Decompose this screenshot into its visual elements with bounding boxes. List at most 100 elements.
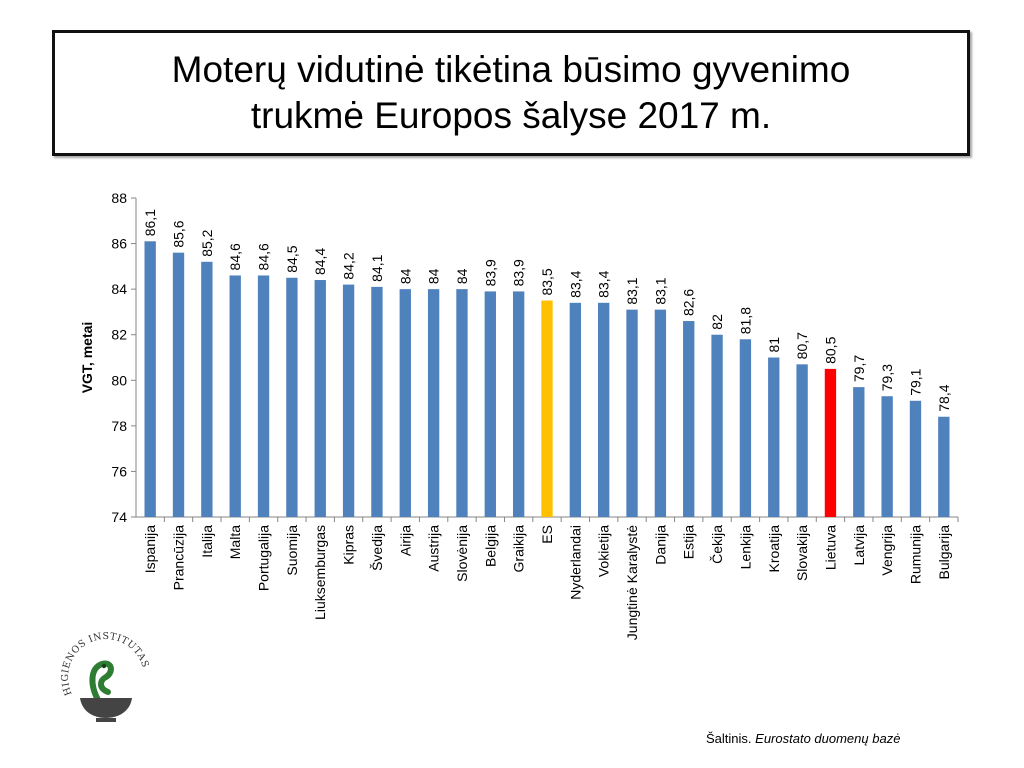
value-label: 84,4 [312, 248, 328, 275]
source-text: Eurostato duomenų bazė [755, 731, 901, 746]
category-label: Slovakija [794, 525, 810, 581]
bar-Jungtinė Karalystė [626, 309, 638, 517]
title-box: Moterų vidutinė tikėtina būsimo gyvenimo… [52, 30, 970, 156]
y-tick-label: 86 [111, 236, 127, 252]
y-tick-label: 82 [111, 327, 127, 343]
bar-Rumunija [909, 400, 922, 517]
value-label: 83,4 [596, 270, 612, 297]
category-label: Čekija [709, 525, 725, 564]
category-label: Bulgarija [936, 525, 952, 580]
value-label: 84,6 [227, 243, 243, 270]
value-label: 85,6 [171, 220, 187, 247]
value-label: 84,6 [256, 243, 272, 270]
category-label: Italija [199, 525, 215, 558]
bar-Portugalija [257, 275, 270, 517]
bar-Italija [201, 261, 213, 517]
bar-Lenkija [739, 339, 752, 517]
bar-Liuksemburgas [314, 280, 326, 517]
value-label: 81 [766, 337, 782, 353]
category-label: ES [539, 525, 555, 544]
value-label: 84,1 [369, 254, 385, 281]
category-label: Jungtinė Karalystė [624, 525, 640, 640]
category-label: Slovėnija [454, 525, 470, 582]
category-label: Liuksemburgas [312, 525, 328, 620]
title-line-1: Moterų vidutinė tikėtina būsimo gyvenimo [171, 49, 851, 90]
category-label: Vokietija [596, 525, 612, 577]
category-label: Rumunija [907, 525, 923, 584]
category-label: Vengrija [879, 525, 895, 576]
category-label: Švedija [369, 525, 385, 571]
value-label: 79,1 [907, 368, 923, 395]
category-label: Suomija [284, 525, 300, 576]
value-label: 83,9 [482, 259, 498, 286]
y-tick-label: 78 [111, 418, 127, 434]
value-label: 80,5 [822, 336, 838, 363]
value-label: 83,5 [539, 268, 555, 295]
bar-Belgija [484, 291, 496, 517]
category-label: Belgija [482, 525, 498, 567]
category-label: Prancūzija [171, 525, 187, 591]
value-label: 84 [397, 268, 413, 284]
value-label: 83,9 [511, 259, 527, 286]
category-label: Estija [681, 525, 697, 559]
bar-Kipras [342, 284, 355, 517]
value-label: 79,7 [851, 355, 867, 382]
bar-Vengrija [881, 396, 893, 517]
value-label: 79,3 [879, 364, 895, 391]
category-label: Malta [227, 525, 243, 559]
bar-Prancūzija [172, 252, 185, 517]
category-label: Kroatija [766, 525, 782, 573]
value-label: 84 [426, 268, 442, 284]
value-label: 83,4 [567, 270, 583, 297]
y-tick-label: 80 [111, 372, 127, 388]
bar-Danija [654, 309, 667, 517]
bar-Latvija [853, 387, 865, 517]
bar-Austrija [427, 289, 440, 517]
bar-Airija [399, 289, 411, 517]
bar-Slovėnija [456, 289, 468, 517]
bar-Vokietija [598, 302, 610, 517]
bar-Čekija [711, 334, 723, 517]
bar-Bulgarija [938, 416, 950, 517]
logo-snake-icon [89, 660, 114, 703]
category-label: Airija [397, 525, 413, 556]
category-label: Danija [652, 525, 668, 565]
y-tick-label: 74 [111, 509, 127, 525]
bar-Nyderlandai [569, 302, 582, 517]
value-label: 84,5 [284, 245, 300, 272]
category-label: Graikija [511, 525, 527, 573]
bar-Suomija [286, 277, 298, 517]
category-label: Latvija [851, 525, 867, 566]
bar-Lietuva [824, 368, 837, 517]
value-label: 84,2 [341, 252, 357, 279]
value-label: 83,1 [624, 277, 640, 304]
category-label: Kipras [341, 525, 357, 565]
value-label: 84 [454, 268, 470, 284]
category-label: Lietuva [822, 525, 838, 570]
logo-eye-icon [101, 663, 107, 669]
value-label: 82 [709, 314, 725, 330]
bar-Švedija [371, 286, 383, 517]
y-axis-title: VGT, metai [79, 322, 95, 394]
y-tick-label: 84 [111, 281, 127, 297]
logo-bowl-icon [80, 698, 132, 718]
logo-bowl-base-icon [96, 718, 116, 722]
value-label: 80,7 [794, 332, 810, 359]
value-label: 86,1 [142, 209, 158, 236]
category-label: Nyderlandai [567, 525, 583, 600]
category-label: Portugalija [256, 525, 272, 591]
bar-Malta [229, 275, 241, 517]
y-tick-label: 76 [111, 463, 127, 479]
bar-Ispanija [144, 241, 156, 518]
category-label: Ispanija [142, 525, 158, 573]
value-label: 78,4 [936, 384, 952, 411]
bar-ES [541, 300, 553, 517]
bar-Kroatija [768, 357, 780, 517]
category-label: Lenkija [737, 525, 753, 570]
title-line-2: trukmė Europos šalyse 2017 m. [250, 95, 772, 136]
bar-Slovakija [796, 364, 808, 517]
bar-Graikija [512, 291, 525, 517]
value-label: 83,1 [652, 277, 668, 304]
bar-Estija [683, 321, 695, 517]
